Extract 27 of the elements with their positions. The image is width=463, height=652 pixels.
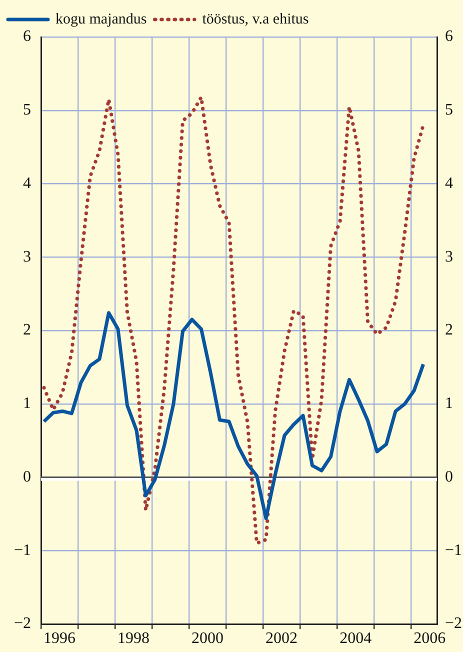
x-tick-label: 1996 [44, 630, 76, 647]
x-tick-label: 2000 [192, 630, 224, 647]
y-tick-label: 3 [23, 248, 31, 266]
x-tick-label: 2006 [414, 630, 446, 647]
y2-tick-label: −2 [445, 615, 462, 632]
y-tick-label: −2 [14, 615, 31, 632]
y-tick-label: 0 [23, 468, 31, 486]
legend-label: tööstus, v.a ehitus [202, 11, 309, 28]
y-tick-label: 6 [23, 28, 31, 46]
y2-tick-label: −1 [445, 542, 462, 559]
y2-tick-label: 4 [445, 174, 453, 192]
y-tick-label: 4 [23, 174, 31, 192]
x-tick-label: 2002 [266, 630, 298, 647]
y-tick-label: 5 [23, 102, 31, 119]
y-tick-label: −1 [14, 542, 31, 559]
y2-tick-label: 0 [445, 468, 453, 486]
y2-tick-label: 5 [445, 102, 453, 119]
y2-tick-label: 6 [445, 28, 453, 46]
y2-tick-label: 2 [445, 322, 453, 339]
x-tick-label: 1998 [118, 630, 150, 647]
x-tick-label: 2004 [340, 630, 372, 647]
y-tick-label: 1 [23, 395, 31, 412]
legend-label: kogu majandus [56, 11, 147, 28]
line-series [42, 95, 426, 546]
y2-tick-label: 3 [445, 248, 453, 266]
y-tick-label: 2 [23, 322, 31, 339]
y2-tick-label: 1 [445, 395, 453, 412]
